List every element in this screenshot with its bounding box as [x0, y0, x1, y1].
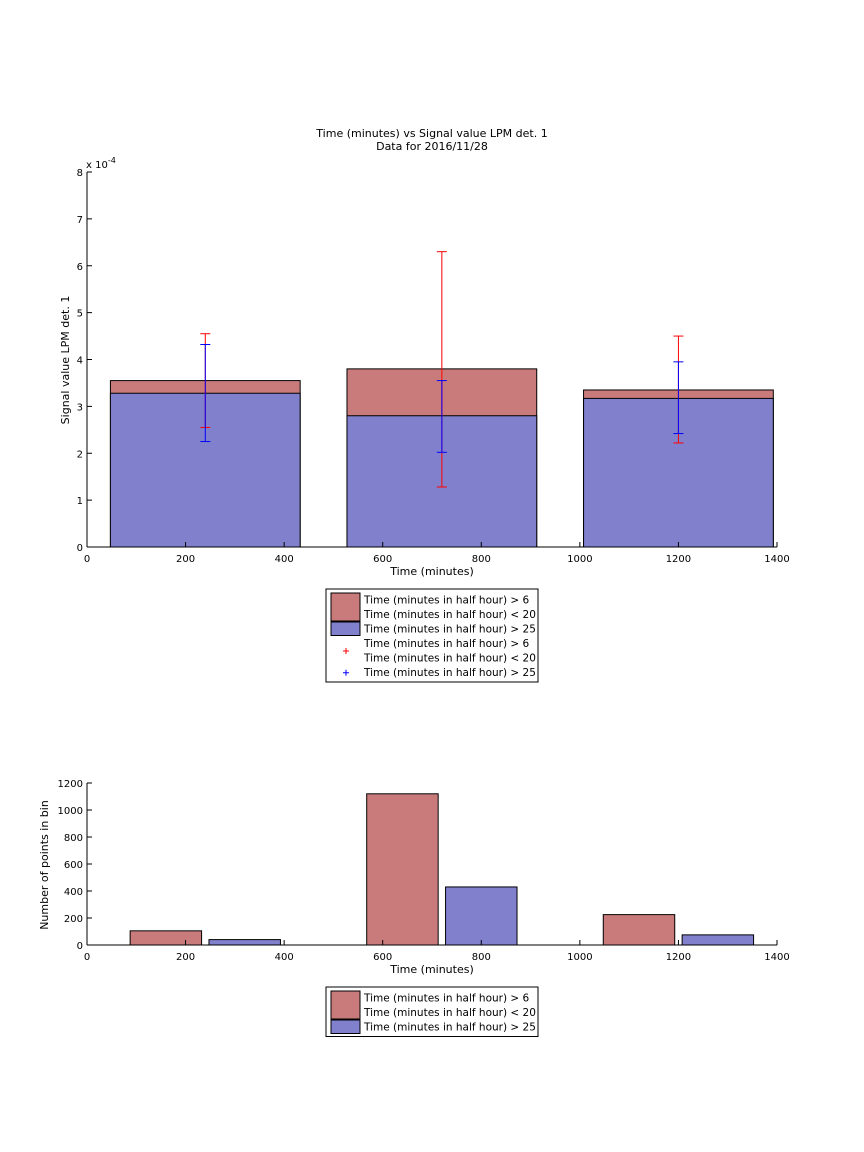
- x-tick-label: 600: [373, 952, 392, 963]
- legend-label: Time (minutes in half hour) > 25: [363, 1022, 536, 1034]
- signal-chart: Time (minutes) vs Signal value LPM det. …: [59, 127, 790, 683]
- count-chart: Number of points in bin Time (minutes) 0…: [38, 779, 790, 1037]
- x-tick-label: 600: [373, 554, 392, 565]
- y-tick-label: 400: [64, 887, 83, 898]
- bar: [366, 793, 439, 946]
- y-axis-label: Signal value LPM det. 1: [59, 296, 72, 425]
- x-tick-label: 0: [84, 952, 90, 963]
- y-tick-label: 7: [77, 215, 83, 226]
- bar: [208, 939, 281, 946]
- x-tick-label: 200: [176, 554, 195, 565]
- legend-swatch: [330, 990, 361, 1020]
- y-exponent-base: x 10: [86, 160, 108, 171]
- y-tick-label: 2: [77, 449, 83, 460]
- legend-label: Time (minutes in half hour) < 20: [363, 653, 536, 665]
- x-tick-label: 800: [472, 952, 491, 963]
- y-tick-label: 800: [64, 833, 83, 844]
- y-axis-label: Number of points in bin: [38, 800, 51, 930]
- legend-box: [325, 986, 539, 1037]
- x-tick-label: 1000: [567, 554, 592, 565]
- bar: [129, 930, 203, 946]
- legend-swatch: [330, 621, 361, 636]
- legend-label: Time (minutes in half hour) < 20: [363, 1007, 536, 1019]
- legend-swatch: [330, 592, 361, 622]
- chart-title: Time (minutes) vs Signal value LPM det. …: [315, 127, 547, 140]
- y-tick-label: 1: [77, 496, 83, 507]
- legend-label: Time (minutes in half hour) > 6: [363, 993, 530, 1005]
- bar: [681, 934, 755, 946]
- y-tick-label: 200: [64, 914, 83, 925]
- x-tick-label: 400: [275, 554, 294, 565]
- bar: [445, 886, 518, 946]
- y-tick-label: 4: [77, 356, 83, 367]
- x-tick-label: 1400: [764, 554, 789, 565]
- x-axis-label: Time (minutes): [389, 963, 474, 976]
- x-axis-label: Time (minutes): [389, 565, 474, 578]
- legend-label: Time (minutes in half hour) > 6: [363, 638, 530, 650]
- legend-label: Time (minutes in half hour) > 6: [363, 595, 530, 607]
- y-tick-label: 0: [77, 941, 83, 952]
- y-tick-label: 5: [77, 309, 83, 320]
- x-tick-label: 1000: [567, 952, 592, 963]
- y-tick-label: 3: [77, 402, 83, 413]
- y-tick-label: 1200: [58, 779, 83, 790]
- y-exponent-label: x 10-4: [86, 156, 116, 171]
- x-tick-label: 0: [84, 554, 90, 565]
- chart-subtitle: Data for 2016/11/28: [376, 140, 488, 153]
- x-tick-label: 1400: [764, 952, 789, 963]
- legend-label: Time (minutes in half hour) < 20: [363, 609, 536, 621]
- legend-box: [325, 588, 539, 683]
- y-tick-label: 1000: [58, 806, 83, 817]
- x-tick-label: 200: [176, 952, 195, 963]
- x-tick-label: 1200: [666, 554, 691, 565]
- y-tick-label: 8: [77, 168, 83, 179]
- legend-label: Time (minutes in half hour) > 25: [363, 624, 536, 636]
- y-tick-label: 6: [77, 262, 83, 273]
- y-exponent-power: -4: [108, 156, 116, 165]
- legend-label: Time (minutes in half hour) > 25: [363, 667, 536, 679]
- x-tick-label: 800: [472, 554, 491, 565]
- x-tick-label: 1200: [666, 952, 691, 963]
- bar: [602, 914, 676, 946]
- y-tick-label: 0: [77, 543, 83, 554]
- y-tick-label: 600: [64, 860, 83, 871]
- x-tick-label: 400: [275, 952, 294, 963]
- legend-swatch: [330, 1019, 361, 1034]
